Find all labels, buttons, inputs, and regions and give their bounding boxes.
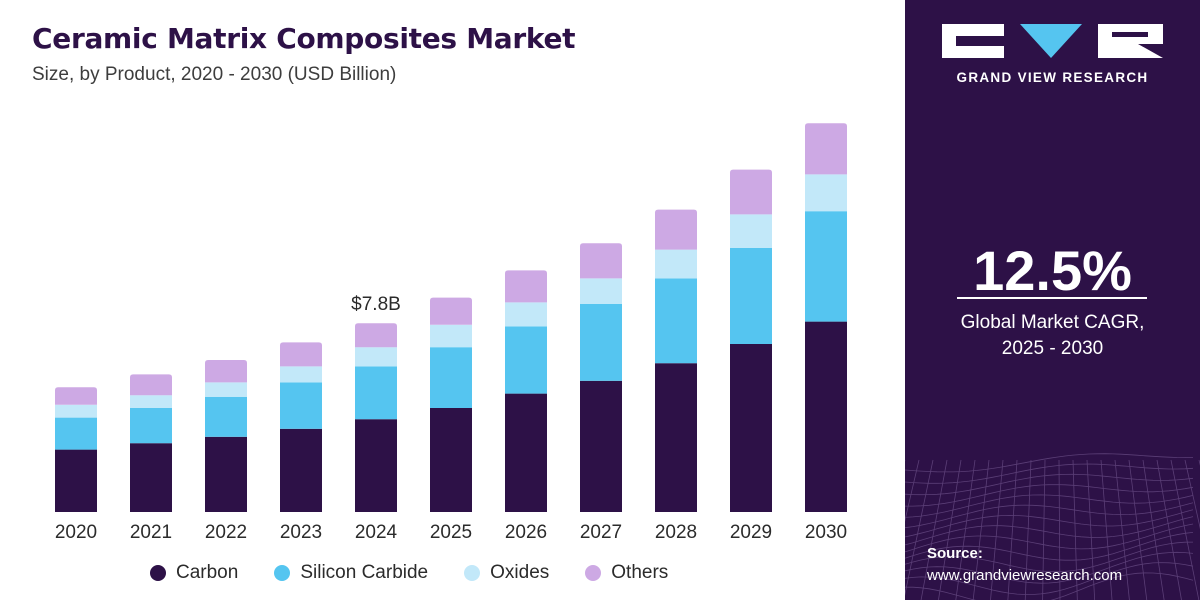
bar-stack-2024: [355, 323, 397, 512]
bar-segment-others-2028: [655, 209, 697, 250]
bar-stack-2029: [730, 169, 772, 512]
bar-segment-others-2020: [55, 387, 97, 405]
grid-lines: [905, 453, 1200, 600]
bar-segment-oxides-2030: [805, 174, 847, 212]
bar-segment-oxides-2027: [580, 278, 622, 304]
x-tick-label: 2028: [655, 522, 697, 543]
bar-segment-others-2027: [580, 243, 622, 279]
bar-segment-oxides-2024: [355, 347, 397, 367]
wave-grid-background: [905, 0, 1200, 600]
bar-segment-silicon-carbide-2025: [430, 347, 472, 408]
bar-stack-2028: [655, 209, 697, 512]
chart-panel: Ceramic Matrix Composites Market Size, b…: [32, 22, 848, 584]
brand-name: GRAND VIEW RESEARCH: [956, 70, 1149, 85]
bar-segment-silicon-carbide-2027: [580, 304, 622, 381]
bar-segment-silicon-carbide-2022: [205, 396, 247, 437]
bar-segment-carbon-2024: [355, 419, 397, 512]
bar-segment-others-2026: [505, 270, 547, 303]
bar-segment-oxides-2025: [430, 324, 472, 348]
bar-stack-2030: [805, 123, 847, 512]
legend-item-oxides: Oxides: [464, 562, 549, 584]
cagr-label-line2: 2025 - 2030: [1001, 338, 1104, 359]
bar-stack-2025: [430, 297, 472, 512]
sidebar-panel: GRAND VIEW RESEARCH 12.5% Global Market …: [905, 0, 1200, 600]
bar-segment-silicon-carbide-2020: [55, 417, 97, 450]
source-link[interactable]: www.grandviewresearch.com: [927, 567, 1123, 584]
source-note: Source: www.grandviewresearch.com: [927, 543, 1122, 587]
x-tick-label: 2027: [580, 522, 622, 543]
x-tick-label: 2022: [205, 522, 247, 543]
bar-segment-carbon-2029: [730, 344, 772, 512]
cagr-divider: [957, 297, 1147, 299]
x-tick-label: 2020: [55, 522, 97, 543]
bar-segment-others-2024: [355, 323, 397, 348]
x-tick-label: 2030: [805, 522, 847, 543]
bar-segment-oxides-2020: [55, 404, 97, 418]
legend-label-oxides: Oxides: [490, 562, 550, 583]
bar-segment-silicon-carbide-2021: [130, 408, 172, 444]
legend-item-silicon-carbide: Silicon Carbide: [274, 562, 428, 584]
gvr-logo-icon: [942, 24, 1163, 58]
chart-title: Ceramic Matrix Composites Market: [32, 22, 576, 55]
stacked-bar-chart: 2020 2021 2022 2023 2024 $7.8B 2025 2026 2027 202…: [55, 123, 847, 543]
cagr-value: 12.5%: [973, 239, 1132, 302]
bar-segment-oxides-2023: [280, 366, 322, 383]
x-tick-label: 2029: [730, 522, 772, 543]
source-label: Source:: [927, 545, 983, 562]
data-label-2024: $7.8B: [351, 294, 401, 315]
chart-subtitle: Size, by Product, 2020 - 2030 (USD Billi…: [32, 64, 397, 85]
bar-segment-oxides-2029: [730, 214, 772, 248]
legend-label-others: Others: [611, 562, 669, 583]
bar-segment-oxides-2022: [205, 382, 247, 397]
bar-segment-oxides-2026: [505, 302, 547, 327]
bar-stack-2020: [55, 387, 97, 512]
x-tick-label: 2024: [355, 522, 398, 543]
bar-segment-carbon-2026: [505, 393, 547, 512]
chart-legend: Carbon Silicon Carbide Oxides Others: [150, 562, 704, 584]
bar-segment-others-2021: [130, 374, 172, 396]
bar-segment-carbon-2022: [205, 436, 247, 512]
legend-swatch-carbon: [150, 565, 166, 581]
bar-segment-carbon-2021: [130, 443, 172, 512]
bar-segment-others-2022: [205, 360, 247, 383]
legend-label-carbon: Carbon: [176, 562, 239, 583]
cagr-label-line1: Global Market CAGR,: [960, 312, 1145, 333]
legend-swatch-oxides: [464, 565, 481, 581]
bar-segment-silicon-carbide-2030: [805, 211, 847, 322]
bar-stack-2027: [580, 243, 622, 512]
bar-segment-carbon-2027: [580, 380, 622, 512]
x-tick-label: 2025: [430, 522, 472, 543]
bar-segment-oxides-2021: [130, 395, 172, 408]
bar-segment-others-2025: [430, 297, 472, 325]
bar-segment-others-2029: [730, 169, 772, 215]
bar-segment-silicon-carbide-2023: [280, 382, 322, 429]
legend-swatch-others: [585, 565, 602, 581]
legend-item-carbon: Carbon: [150, 562, 238, 584]
legend-swatch-silicon-carbide: [274, 565, 291, 581]
bar-segment-silicon-carbide-2028: [655, 278, 697, 364]
x-tick-label: 2023: [280, 522, 322, 543]
cagr-label: Global Market CAGR, 2025 - 2030: [905, 310, 1200, 362]
bar-segment-silicon-carbide-2024: [355, 366, 397, 420]
bar-segment-carbon-2020: [55, 449, 97, 512]
bar-stack-2023: [280, 342, 322, 512]
bar-segment-silicon-carbide-2026: [505, 326, 547, 394]
bar-segment-carbon-2025: [430, 408, 472, 512]
bar-segment-silicon-carbide-2029: [730, 248, 772, 344]
bar-stack-2022: [205, 360, 247, 512]
legend-item-others: Others: [585, 562, 668, 584]
bar-segment-carbon-2028: [655, 363, 697, 512]
bar-segment-oxides-2028: [655, 249, 697, 279]
x-tick-label: 2021: [130, 522, 172, 543]
bar-stack-2026: [505, 270, 547, 512]
x-tick-label: 2026: [505, 522, 547, 543]
legend-label-silicon-carbide: Silicon Carbide: [300, 562, 429, 583]
bar-segment-others-2023: [280, 342, 322, 367]
bar-stack-2021: [130, 374, 172, 512]
bar-segment-carbon-2023: [280, 428, 322, 512]
bar-segment-others-2030: [805, 123, 847, 175]
bar-segment-carbon-2030: [805, 321, 847, 512]
